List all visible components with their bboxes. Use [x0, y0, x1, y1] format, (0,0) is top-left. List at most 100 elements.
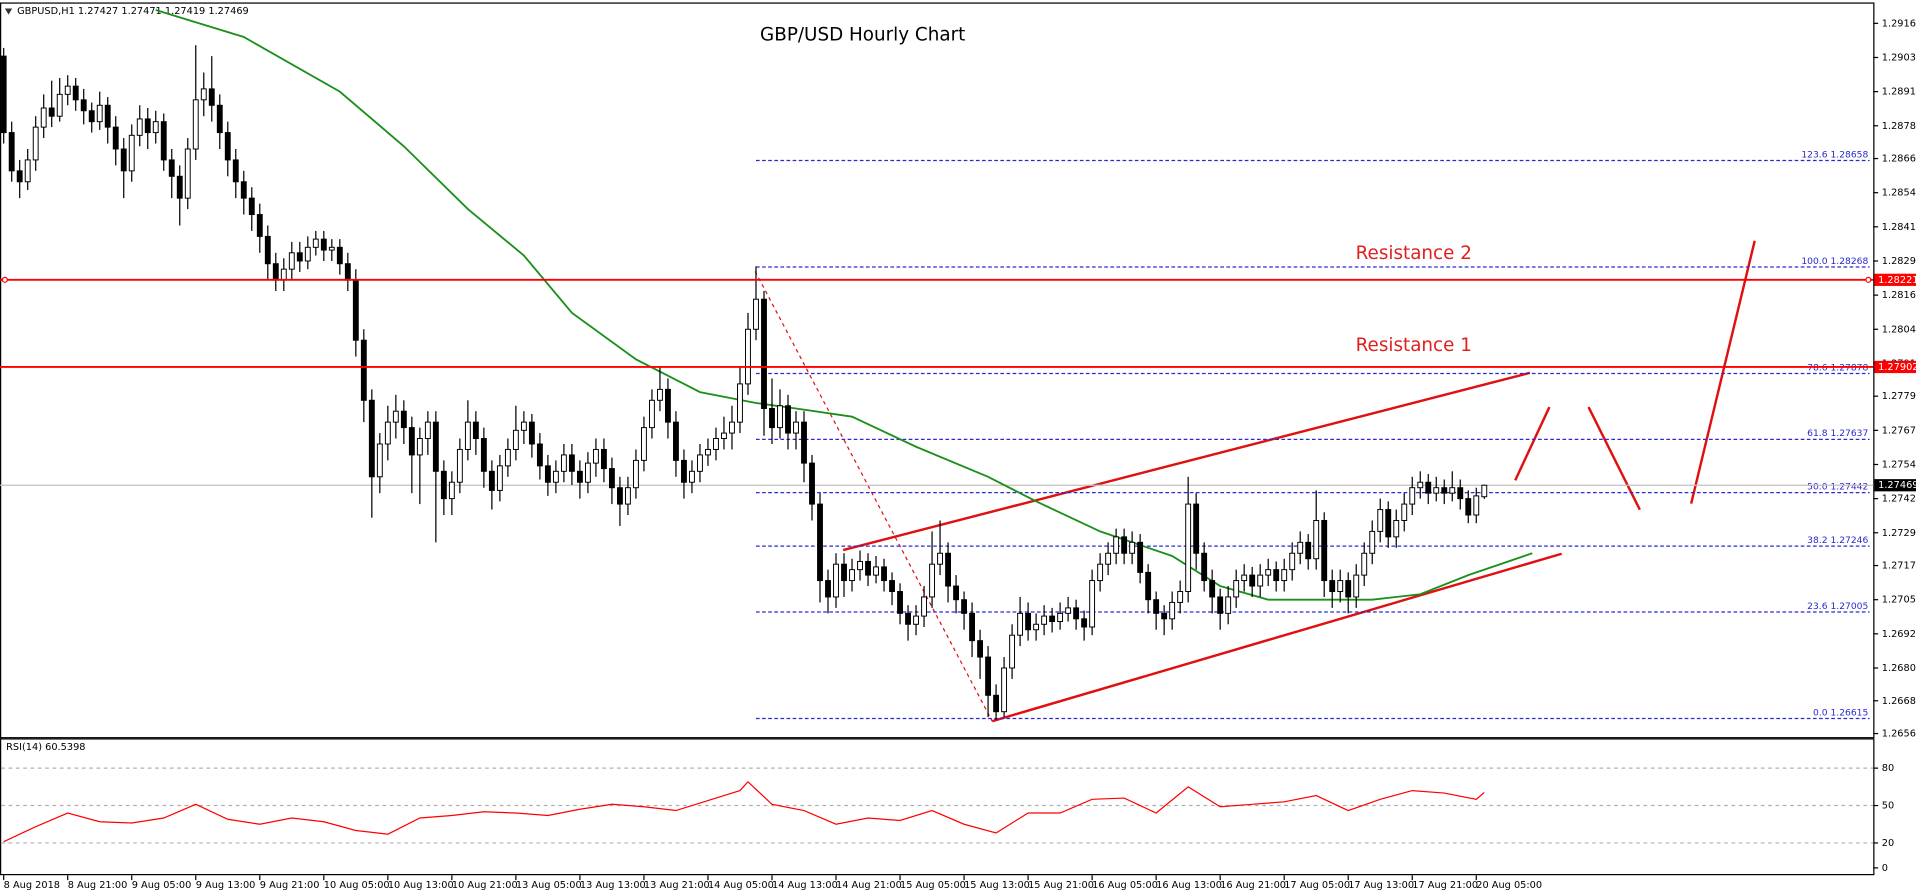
candle-body [1321, 519, 1328, 582]
candle-body [280, 268, 287, 281]
candle-body [312, 238, 319, 248]
candle-body [857, 560, 863, 571]
fib-ratio: 23.6 [1807, 600, 1828, 611]
x-tick-label: 10 Aug 13:00 [388, 880, 454, 891]
candle-body [400, 410, 407, 429]
candle-body [304, 246, 311, 262]
candle-body [937, 552, 943, 565]
y-tick-label: 1.26560 [1882, 729, 1916, 740]
candle-body [1073, 607, 1080, 620]
candle-body [544, 465, 551, 483]
candle-body [1369, 530, 1376, 554]
candle-body [368, 399, 375, 478]
candle-body [1241, 574, 1248, 582]
y-tick-label: 1.27795 [1882, 391, 1916, 402]
x-tick-label: 14 Aug 21:00 [836, 880, 902, 891]
level-anchor [1, 276, 8, 283]
candle-body [496, 465, 503, 491]
candle-body [80, 99, 87, 112]
candle-body [48, 107, 55, 117]
candle-body [953, 585, 959, 601]
candle-body [1089, 580, 1096, 628]
fib-label: 50.0 1.27442 [1807, 481, 1868, 492]
fib-ratio: 0.0 [1813, 707, 1828, 718]
fib-price: 1.27246 [1830, 535, 1868, 546]
candle-body [841, 563, 847, 582]
y-tick-label: 1.28910 [1882, 87, 1916, 98]
candle-body [416, 438, 423, 456]
fib-price: 1.26615 [1830, 707, 1868, 718]
level-anchor [1865, 276, 1872, 283]
candle-body [624, 487, 631, 505]
candle-body [1145, 571, 1152, 601]
candle-body [88, 110, 95, 123]
candle-body [520, 421, 527, 431]
candle-body [761, 298, 767, 409]
fib-price: 1.27442 [1830, 481, 1868, 492]
fib-ratio: 123.6 [1801, 149, 1827, 160]
candle-body [480, 438, 487, 472]
candle-body [1033, 623, 1040, 631]
x-tick-label: 13 Aug 05:00 [516, 880, 582, 891]
x-tick-label: 16 Aug 13:00 [1156, 880, 1222, 891]
candle-body [785, 405, 791, 434]
y-tick-label: 1.28040 [1882, 324, 1916, 335]
annotation: Resistance 2 [1356, 243, 1472, 264]
rsi-name: RSI(14) [6, 742, 42, 753]
candle-body [1409, 487, 1416, 505]
candle-body [144, 118, 151, 134]
candle-body [72, 85, 79, 101]
y-tick-label: 1.26800 [1882, 663, 1916, 674]
candle-body [376, 443, 383, 478]
candle-body [504, 448, 511, 467]
candle-body [360, 339, 367, 401]
close: 1.27469 [208, 6, 248, 17]
candle-body [1297, 541, 1304, 554]
fib-ratio: 50.0 [1807, 481, 1828, 492]
header: GBPUSD,H1 1.27427 1.27471 1.27419 1.2746… [4, 6, 249, 17]
y-tick-label: 1.27175 [1882, 561, 1916, 572]
candle-body [921, 596, 927, 617]
candle-body [721, 432, 727, 440]
candle-body [1129, 541, 1136, 554]
candle-body [1193, 503, 1200, 554]
candle-body [641, 427, 647, 461]
x-tick-label: 9 Aug 05:00 [132, 880, 192, 891]
level-label: 1.28221 [1878, 275, 1916, 286]
drawings [754, 240, 1756, 723]
candle-body [576, 470, 583, 483]
x-tick-label: 16 Aug 05:00 [1092, 880, 1158, 891]
candle-body [336, 246, 343, 265]
candle-body [705, 448, 711, 456]
candle-body [272, 263, 279, 281]
x-tick-label: 15 Aug 21:00 [1028, 880, 1094, 891]
candle-body [168, 159, 175, 177]
header-icon [4, 8, 13, 15]
x-tick-label: 13 Aug 13:00 [580, 880, 646, 891]
candle-body [128, 134, 135, 172]
candle-body [1153, 599, 1160, 614]
x-tick-label: 17 Aug 13:00 [1348, 880, 1414, 891]
rsi-tick-label: 50 [1882, 801, 1894, 812]
candle-body [801, 421, 807, 464]
candle-body [873, 566, 879, 576]
candle-body [753, 298, 759, 330]
fib-label: 100.0 1.28268 [1801, 255, 1868, 266]
candle-body [200, 88, 207, 101]
candle-body [697, 454, 703, 472]
candle-body [1281, 569, 1288, 582]
candle-body [296, 252, 303, 262]
candle-body [224, 132, 231, 161]
moving-average [155, 9, 1533, 601]
candle-body [192, 99, 199, 150]
candle-body [152, 121, 159, 134]
rsi-tick-label: 0 [1882, 863, 1888, 874]
candle-body [160, 121, 167, 161]
candle-body [977, 640, 984, 658]
candle-body [745, 328, 751, 385]
fib-label: 0.0 1.26615 [1813, 707, 1869, 718]
candle-body [929, 563, 935, 598]
header-text: GBPUSD,H1 1.27427 1.27471 1.27419 1.2746… [17, 6, 249, 17]
candle-body [56, 93, 63, 117]
candle-body [448, 481, 455, 500]
